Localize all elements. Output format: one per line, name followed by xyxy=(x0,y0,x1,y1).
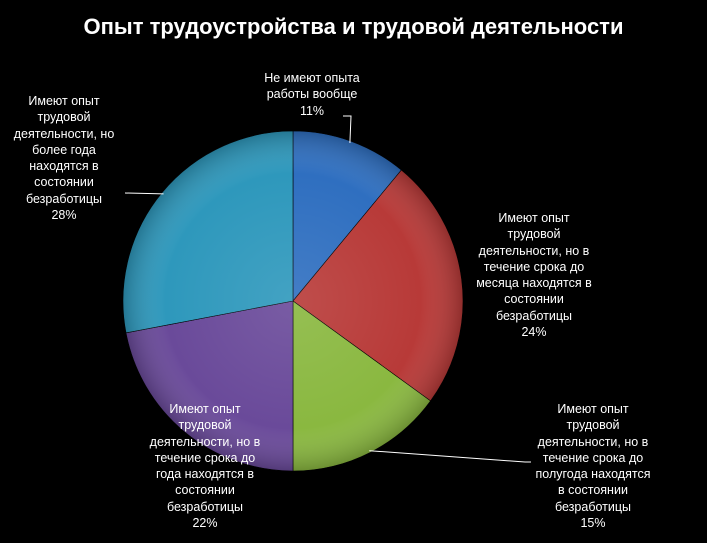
value-label: 11% xyxy=(299,103,325,118)
label-line: течение срока до xyxy=(154,450,256,465)
label-line: течение срока до xyxy=(483,259,585,274)
label-line: работы вообще xyxy=(266,87,358,102)
label-line: в состоянии xyxy=(558,483,628,498)
label-line: безработицы xyxy=(495,308,573,323)
label-line: течение срока до xyxy=(542,450,644,465)
label-line: года находятся в xyxy=(155,467,255,482)
value-label: 22% xyxy=(192,516,218,531)
label-line: деятельности, но в xyxy=(478,243,590,258)
slice-label-up-to-year: Имеют опыт трудовой деятельности, но в тече… xyxy=(140,401,270,531)
label-line: Имеют опыт xyxy=(169,402,241,416)
leader-no-experience xyxy=(343,115,352,143)
slice-label-over-year: Имеют опыт трудовой деятельности, но более … xyxy=(0,93,128,223)
value-label: 15% xyxy=(580,516,606,531)
value-label: 28% xyxy=(51,208,77,223)
label-line: Не имеют опыта xyxy=(264,71,360,85)
label-line: трудовой xyxy=(37,110,91,125)
chart-title: Опыт трудоустройства и трудовой деятельн… xyxy=(83,14,624,39)
label-line: безработицы xyxy=(25,191,103,206)
label-line: трудовой xyxy=(178,418,232,433)
label-line: состоянии xyxy=(34,175,94,190)
leader-up-to-half-year xyxy=(369,450,531,463)
label-line: трудовой xyxy=(566,418,620,433)
label-line: полугода находятся xyxy=(535,467,651,482)
label-line: месяца находятся в xyxy=(476,276,592,291)
label-line: деятельности, но в xyxy=(537,434,649,449)
label-line: более года xyxy=(32,142,96,157)
label-line: состоянии xyxy=(175,483,235,498)
slice-label-up-to-month: Имеют опыт трудовой деятельности, но в тече… xyxy=(464,210,604,340)
slice-label-up-to-half-year: Имеют опыт трудовой деятельности, но в тече… xyxy=(527,401,659,531)
slice-label-no-experience: Не имеют опыта работы вообще 11% xyxy=(262,70,362,119)
value-label: 24% xyxy=(521,325,547,340)
label-line: находятся в xyxy=(29,159,99,174)
label-line: деятельности, но в xyxy=(149,434,261,449)
label-line: состоянии xyxy=(504,292,564,307)
label-line: безработицы xyxy=(166,499,244,514)
label-line: Имеют опыт xyxy=(557,402,629,416)
label-line: трудовой xyxy=(507,227,561,242)
label-line: Имеют опыт xyxy=(28,94,100,108)
label-line: деятельности, но xyxy=(13,126,115,141)
slice-over-year xyxy=(122,130,294,334)
label-line: безработицы xyxy=(554,499,632,514)
leader-over-year xyxy=(124,192,164,195)
label-line: Имеют опыт xyxy=(498,211,570,225)
